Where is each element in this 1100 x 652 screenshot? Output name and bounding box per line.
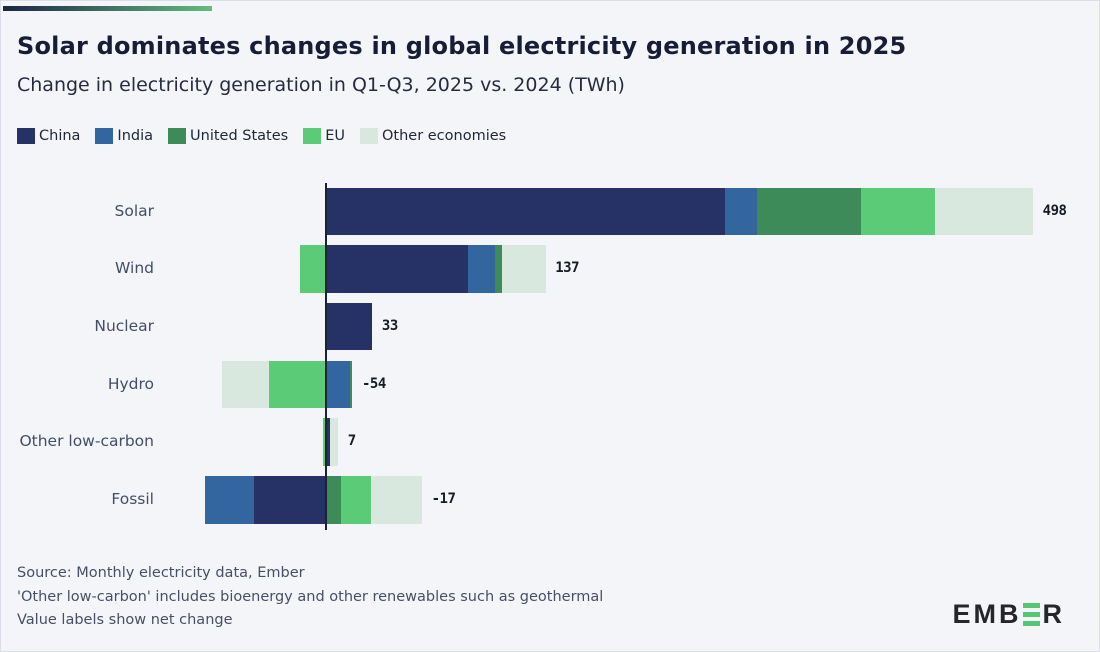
- accent-gradient-bar: [3, 6, 212, 11]
- bar-segment-wind-india: [467, 245, 495, 293]
- category-label-wind: Wind: [115, 259, 154, 278]
- bar-segment-nuclear-china: [325, 302, 373, 351]
- chart-title: Solar dominates changes in global electr…: [17, 32, 907, 60]
- bar-segment-fossil-india: [204, 476, 255, 524]
- legend-swatch-india: [95, 128, 114, 144]
- legend-swatch-eu: [303, 128, 322, 144]
- stacked-bar-chart: Solar 498 Wind 137 Nuclear 33 Hydro -54 Other lo…: [1, 171, 1099, 543]
- bar-segment-wind-china: [325, 245, 468, 293]
- net-value-label-hydro: -54: [361, 375, 386, 392]
- bar-segment-other-low-carbon-eu: [322, 418, 326, 466]
- legend-item-united-states: United States: [168, 128, 288, 144]
- legend-label: Other economies: [381, 128, 507, 144]
- legend-swatch-united-states: [168, 128, 187, 144]
- bar-segment-hydro-other-economies: [221, 360, 269, 409]
- legend-item-eu: EU: [303, 128, 345, 144]
- ember-logo-text-r: R: [1042, 599, 1065, 629]
- ember-logo-text-emb: EMB: [952, 599, 1022, 629]
- bar-segment-hydro-india: [325, 360, 350, 409]
- category-label-fossil: Fossil: [111, 490, 154, 508]
- bar-segment-fossil-china: [254, 476, 326, 524]
- bar-segment-other-low-carbon-other-economies: [329, 418, 339, 466]
- bar-segment-solar-india: [724, 187, 758, 235]
- legend-label: India: [117, 128, 154, 144]
- footnotes: Source: Monthly electricity data, Ember …: [17, 562, 603, 633]
- ember-logo: EMB R: [953, 599, 1066, 630]
- bar-segment-fossil-other-economies: [370, 476, 423, 524]
- legend-item-other-economies: Other economies: [359, 128, 507, 144]
- category-label-other-low-carbon: Other low-carbon: [19, 432, 154, 451]
- net-value-label-solar: 498: [1042, 202, 1067, 219]
- zero-axis-line: [324, 183, 327, 530]
- bar-segment-solar-united-states: [757, 187, 862, 235]
- net-value-label-nuclear: 33: [381, 317, 398, 334]
- net-value-label-wind: 137: [555, 260, 580, 277]
- value-label-note: Value labels show net change: [17, 612, 233, 628]
- ember-logo-e-bars-icon: [1022, 602, 1040, 627]
- net-value-label-fossil: -17: [431, 491, 456, 507]
- legend-label: United States: [190, 128, 289, 144]
- bar-segment-wind-eu: [299, 245, 326, 293]
- bar-segment-solar-other-economies: [935, 187, 1034, 235]
- category-label-solar: Solar: [114, 201, 155, 220]
- legend-swatch-other-economies: [359, 128, 378, 144]
- legend-label: EU: [325, 128, 345, 144]
- legend-item-china: China: [17, 128, 80, 144]
- bar-segment-solar-china: [325, 187, 725, 235]
- category-label-hydro: Hydro: [107, 374, 154, 393]
- bar-segment-wind-united-states: [494, 245, 502, 293]
- definition-note: 'Other low-carbon' includes bioenergy an…: [17, 588, 604, 605]
- legend-swatch-china: [17, 128, 35, 144]
- net-value-label-other-low-carbon: 7: [347, 433, 356, 450]
- bar-segment-fossil-united-states: [325, 476, 342, 524]
- category-label-nuclear: Nuclear: [94, 316, 154, 335]
- legend-item-india: India: [95, 128, 153, 144]
- bar-segment-hydro-united-states: [349, 360, 353, 409]
- legend: China India United States EU Other economies: [17, 128, 506, 144]
- bar-segment-solar-eu: [861, 187, 936, 235]
- legend-label: China: [39, 128, 81, 144]
- bar-segment-wind-other-economies: [501, 245, 546, 293]
- bar-segment-other-low-carbon-china: [325, 418, 330, 466]
- bar-segment-hydro-eu: [268, 360, 326, 409]
- source-note: Source: Monthly electricity data, Ember: [17, 565, 305, 581]
- chart-subtitle: Change in electricity generation in Q1-Q…: [17, 74, 625, 96]
- bar-segment-fossil-eu: [341, 476, 371, 524]
